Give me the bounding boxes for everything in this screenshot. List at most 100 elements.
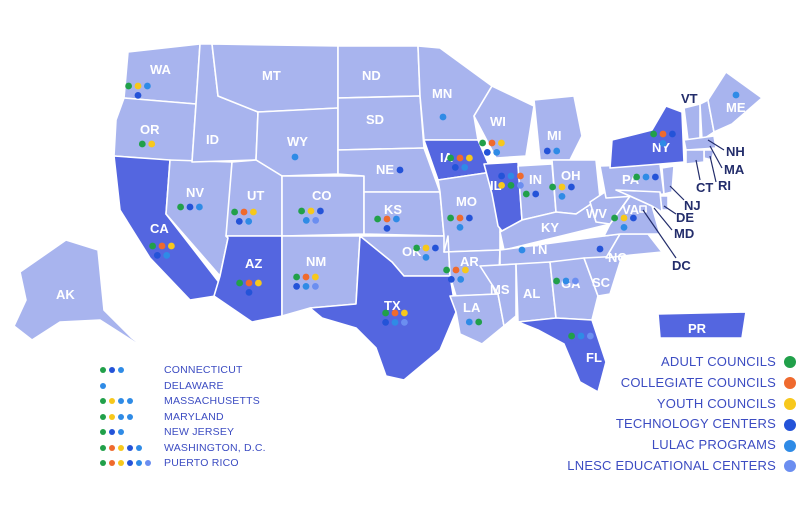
leader-line-ct — [695, 159, 701, 181]
state-label-wv: WV — [586, 206, 607, 221]
program-dot-ok-youth — [422, 244, 430, 252]
state-label-md: MD — [674, 226, 694, 241]
legend-label: COLLEGIATE COUNCILS — [620, 374, 776, 390]
small-state-dot-collegiate — [109, 444, 115, 451]
program-dot-co-technology — [317, 207, 324, 215]
state-label-co: CO — [312, 188, 332, 203]
state-label-il: IL — [490, 178, 502, 193]
small-state-name: CONNECTICUT — [164, 364, 243, 376]
state-label-tx: TX — [384, 298, 401, 313]
program-dot-oh-technology — [568, 183, 575, 191]
state-me — [707, 71, 763, 133]
program-dot-ia-youth — [466, 154, 473, 162]
program-dot-tx-technology — [382, 319, 389, 326]
state-label-ct: CT — [696, 180, 713, 195]
state-nc — [605, 233, 663, 259]
program-dot-nm-lnesc — [312, 283, 319, 290]
program-dot-va-youth — [620, 214, 628, 222]
program-dot-wi-adult — [479, 139, 486, 147]
program-dot-ar-collegiate — [452, 266, 460, 274]
program-dot-nv-adult — [177, 203, 185, 211]
small-state-dot-lulac — [136, 460, 142, 466]
program-dot-wi-lulac — [493, 149, 501, 156]
small-state-dot-lulac — [118, 429, 124, 435]
state-label-ne: NE — [376, 162, 394, 177]
program-dot-pa-adult — [633, 173, 640, 181]
program-dot-il-lulac — [507, 172, 515, 180]
state-label-ar: AR — [460, 254, 479, 269]
small-state-dot-technology — [109, 367, 115, 373]
program-dot-nv-technology — [186, 203, 194, 211]
program-dot-ia-technology — [451, 164, 459, 171]
program-dot-az-technology — [245, 289, 253, 296]
state-label-me: ME — [726, 100, 746, 115]
program-dot-il-adult — [507, 182, 515, 189]
program-dot-oh-adult — [549, 183, 556, 191]
small-state-dot-youth — [109, 413, 115, 420]
state-ct — [685, 149, 705, 165]
small-state-dot-adult — [100, 398, 106, 404]
legend-dot-lnesc — [784, 460, 796, 473]
state-label-dc: DC — [672, 258, 691, 273]
program-dot-va-technology — [630, 214, 637, 222]
small-state-dot-lulac — [100, 382, 106, 389]
state-label-nh: NH — [726, 144, 745, 159]
program-dot-ut-technology — [235, 218, 243, 225]
small-state-dot-youth — [118, 444, 124, 451]
program-dot-tx-lnesc — [401, 319, 408, 326]
program-dot-mi-technology — [543, 147, 551, 155]
program-type-legend: ADULT COUNCILS COLLEGIATE COUNCILS YOUTH C… — [567, 352, 796, 477]
state-label-ri: RI — [718, 178, 731, 193]
program-dot-ia-collegiate — [456, 154, 464, 162]
program-dot-tn-lulac — [518, 246, 526, 254]
state-label-nm: NM — [306, 254, 326, 269]
state-label-wy: WY — [287, 134, 308, 149]
program-dot-ny-lulac — [659, 140, 667, 147]
state-dc — [639, 205, 647, 213]
state-label-tn: TN — [530, 242, 547, 257]
state-label-mn: MN — [432, 86, 452, 101]
small-state-dot-lulac — [136, 444, 142, 451]
program-dot-ny-collegiate — [659, 130, 667, 138]
program-dot-or-adult — [138, 140, 146, 148]
state-label-ky: KY — [541, 220, 559, 235]
program-dot-in-adult — [522, 190, 530, 198]
program-dot-ca-technology — [153, 252, 161, 259]
small-state-dot-adult — [100, 429, 106, 435]
state-ks — [363, 191, 445, 237]
small-state-dot-adult — [100, 413, 106, 420]
state-md — [615, 189, 663, 213]
program-dot-wi-collegiate — [488, 139, 496, 147]
program-dot-il-technology — [498, 172, 505, 180]
program-dot-ny-adult — [650, 130, 657, 138]
program-dot-fl-lnesc — [587, 332, 594, 340]
program-dot-ga-adult — [553, 277, 560, 285]
legend-item-lulac: LULAC PROGRAMS — [567, 435, 796, 456]
program-dot-ga-lulac — [562, 277, 570, 285]
program-dot-mo-technology — [466, 214, 473, 222]
state-label-ca: CA — [150, 221, 169, 236]
program-dot-ar-youth — [462, 266, 469, 274]
state-label-sc: SC — [592, 275, 611, 290]
program-dot-mo-collegiate — [456, 214, 464, 222]
state-label-ms: MS — [490, 282, 510, 297]
program-dot-nv-lulac — [196, 203, 203, 211]
small-state-dot-lulac — [118, 413, 124, 420]
leader-line-nj — [669, 185, 685, 201]
program-dot-az-collegiate — [245, 279, 253, 287]
program-dot-wy-lulac — [291, 153, 299, 161]
legend-item-adult: ADULT COUNCILS — [567, 352, 796, 373]
legend-label: LNESC EDUCATIONAL CENTERS — [567, 457, 776, 473]
program-dot-co-lulac — [302, 217, 310, 224]
state-label-nj: NJ — [684, 198, 701, 213]
state-label-pr: PR — [688, 321, 707, 336]
program-dot-ca-lulac — [163, 252, 171, 259]
legend-item-lnesc: LNESC EDUCATIONAL CENTERS — [567, 456, 796, 477]
state-label-wi: WI — [490, 114, 506, 129]
program-dot-tx-lulac — [391, 319, 399, 326]
program-dot-tx-youth — [401, 309, 408, 317]
state-ms — [479, 263, 517, 327]
state-tx — [309, 235, 457, 381]
program-dot-fl-adult — [568, 332, 575, 340]
leader-line-de — [663, 205, 677, 215]
